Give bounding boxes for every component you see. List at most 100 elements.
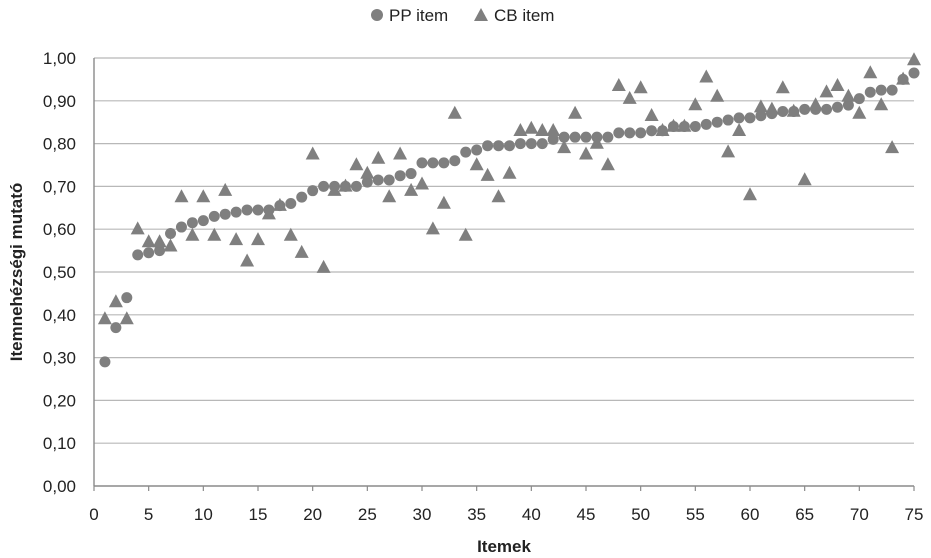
cb-point	[688, 97, 703, 111]
cb-point	[316, 259, 331, 273]
pp-point	[613, 127, 625, 139]
x-tick-label: 65	[795, 505, 814, 524]
legend-label-cb: CB item	[494, 6, 554, 25]
series-cb	[97, 52, 921, 325]
cb-point	[885, 140, 900, 154]
x-axis-title: Itemek	[477, 537, 531, 556]
pp-point	[842, 99, 854, 111]
cb-point	[261, 206, 276, 220]
cb-point	[568, 105, 583, 119]
cb-point	[349, 157, 364, 171]
cb-point	[589, 135, 604, 149]
pp-point	[350, 180, 362, 192]
pp-point	[547, 133, 559, 145]
pp-point	[219, 208, 231, 220]
x-tick-label: 20	[303, 505, 322, 524]
pp-point	[416, 157, 428, 169]
cb-point	[240, 253, 255, 267]
y-tick-label: 0,00	[43, 477, 76, 496]
cb-point	[119, 311, 134, 325]
pp-point	[460, 146, 472, 158]
cb-point	[108, 294, 123, 308]
y-tick-label: 0,30	[43, 349, 76, 368]
cb-point	[611, 78, 626, 91]
pp-point	[821, 103, 833, 115]
cb-point	[524, 120, 539, 134]
pp-point	[154, 245, 166, 257]
pp-point	[525, 138, 537, 150]
pp-point	[427, 157, 439, 169]
x-tick-label: 10	[194, 505, 213, 524]
pp-point	[110, 322, 122, 334]
y-tick-label: 0,80	[43, 135, 76, 154]
cb-point	[272, 197, 287, 211]
pp-point	[864, 86, 876, 98]
y-tick-label: 0,20	[43, 391, 76, 410]
cb-point	[764, 101, 779, 115]
y-axis: 0,00 0,10 0,20 0,30 0,40 0,50 0,60 0,70 0,80 0,90…	[43, 49, 95, 496]
pp-point	[689, 120, 701, 132]
pp-point	[602, 131, 614, 143]
pp-point	[580, 131, 592, 143]
cb-point	[305, 146, 320, 160]
cb-point	[557, 140, 572, 154]
cb-point	[655, 123, 670, 136]
pp-point	[186, 217, 198, 229]
y-tick-label: 0,40	[43, 306, 76, 325]
cb-point	[294, 244, 309, 258]
cb-point	[480, 167, 495, 181]
cb-point	[502, 165, 517, 179]
x-tick-label: 25	[358, 505, 377, 524]
cb-point	[458, 227, 473, 241]
pp-point	[503, 140, 515, 152]
cb-point	[218, 182, 233, 196]
pp-point	[886, 84, 898, 96]
pp-point	[777, 106, 789, 117]
cb-point	[644, 108, 659, 121]
cb-point	[97, 311, 112, 325]
cb-point	[141, 234, 156, 248]
cb-point	[338, 178, 353, 192]
y-tick-label: 0,70	[43, 177, 76, 196]
y-tick-label: 0,10	[43, 434, 76, 453]
pp-point	[558, 131, 570, 143]
pp-point	[208, 210, 220, 222]
pp-point	[569, 131, 581, 143]
pp-point	[799, 103, 811, 115]
legend-item-cb: CB item	[474, 6, 554, 25]
cb-point	[404, 182, 419, 196]
pp-point	[635, 127, 647, 139]
y-tick-label: 0,50	[43, 263, 76, 282]
cb-point	[753, 99, 768, 113]
cb-point	[436, 195, 451, 209]
cb-point	[699, 69, 714, 83]
x-tick-label: 40	[522, 505, 541, 524]
pp-point	[733, 112, 745, 124]
y-tick-label: 1,00	[43, 49, 76, 68]
pp-point	[908, 67, 920, 79]
cb-point	[535, 123, 550, 136]
pp-point	[296, 191, 308, 203]
x-tick-label: 5	[144, 505, 153, 524]
cb-point	[283, 227, 298, 241]
pp-point	[438, 157, 450, 169]
pp-point	[831, 101, 843, 113]
cb-point	[907, 52, 921, 66]
pp-point	[230, 206, 242, 218]
pp-point	[121, 292, 133, 304]
cb-point	[622, 90, 637, 104]
x-tick-label: 35	[467, 505, 486, 524]
cb-point	[600, 157, 615, 171]
pp-point	[307, 185, 319, 197]
cb-point	[491, 189, 506, 203]
cb-point	[415, 176, 429, 190]
cb-point	[852, 105, 867, 119]
pp-point	[318, 180, 330, 192]
x-tick-label: 15	[249, 505, 268, 524]
legend-item-pp: PP item	[371, 6, 448, 25]
pp-point	[875, 84, 887, 96]
cb-point	[830, 78, 845, 91]
cb-point	[174, 189, 189, 203]
pp-point	[711, 116, 723, 128]
cb-point	[819, 84, 834, 98]
